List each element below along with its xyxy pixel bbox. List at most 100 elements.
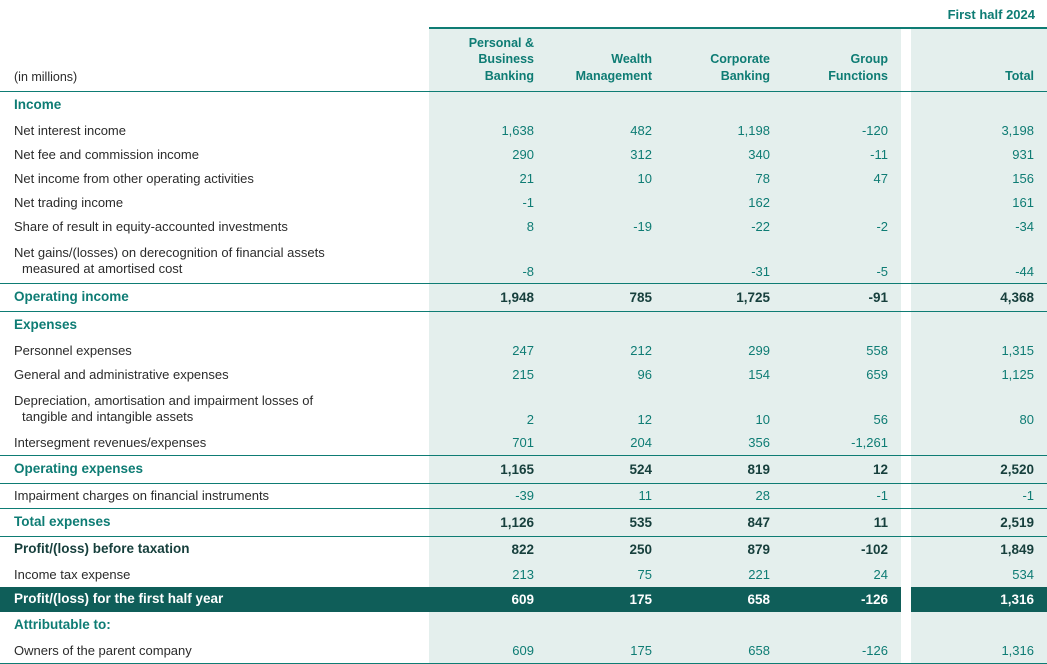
row-label: Net gains/(losses) on derecognition of f… bbox=[14, 244, 325, 276]
value-cell bbox=[783, 190, 901, 215]
value-cell: 482 bbox=[547, 118, 665, 143]
row-label: Share of result in equity-accounted inve… bbox=[14, 218, 288, 234]
table-row: Income bbox=[0, 91, 1047, 119]
value-cell: 175 bbox=[547, 586, 665, 612]
value-cell: 524 bbox=[547, 455, 665, 483]
column-gap bbox=[901, 611, 911, 639]
row-label: Net income from other operating activiti… bbox=[14, 170, 254, 186]
value-cell: 213 bbox=[429, 562, 547, 587]
value-cell: 4,368 bbox=[911, 283, 1047, 311]
value-cell: 80 bbox=[911, 386, 1047, 431]
value-cell: 822 bbox=[429, 536, 547, 563]
row-label: Net trading income bbox=[14, 194, 124, 210]
value-cell bbox=[547, 91, 665, 119]
value-cell: 10 bbox=[665, 386, 783, 431]
value-cell bbox=[665, 611, 783, 639]
value-cell: 11 bbox=[547, 483, 665, 508]
table-row: Income tax expense 213 75 221 24 534 bbox=[0, 562, 1047, 587]
value-cell: -34 bbox=[911, 214, 1047, 239]
column-gap bbox=[901, 536, 911, 563]
row-label: Profit/(loss) before taxation bbox=[14, 541, 190, 557]
value-cell: 1,948 bbox=[429, 283, 547, 311]
column-header-wealth-management: Wealth Management bbox=[547, 27, 665, 91]
value-cell: 535 bbox=[547, 508, 665, 536]
table-row: Personnel expenses 247 212 299 558 1,315 bbox=[0, 338, 1047, 363]
value-cell: 8 bbox=[429, 214, 547, 239]
table-row: Profit/(loss) before taxation 822 250 879 -1… bbox=[0, 536, 1047, 563]
value-cell: 175 bbox=[547, 638, 665, 663]
value-cell bbox=[547, 311, 665, 339]
value-cell bbox=[429, 611, 547, 639]
value-cell: 1,316 bbox=[911, 638, 1047, 663]
table-body: Income Net interest income 1,638 482 1,198 -1… bbox=[0, 91, 1047, 664]
value-cell: 819 bbox=[665, 455, 783, 483]
column-header-group-functions: Group Functions bbox=[783, 27, 901, 91]
value-cell: 785 bbox=[547, 283, 665, 311]
row-label: Owners of the parent company bbox=[14, 642, 192, 658]
table-row: Net trading income -1 162 161 bbox=[0, 190, 1047, 215]
value-cell: 204 bbox=[547, 430, 665, 455]
value-cell: 2 bbox=[429, 386, 547, 431]
value-cell bbox=[665, 91, 783, 119]
value-cell: -102 bbox=[783, 536, 901, 563]
value-cell bbox=[783, 91, 901, 119]
table-row: Operating income 1,948 785 1,725 -91 4,368 bbox=[0, 282, 1047, 312]
table-row: Owners of the parent company 609 175 658 -12… bbox=[0, 638, 1047, 664]
value-cell: 847 bbox=[665, 508, 783, 536]
value-cell: -91 bbox=[783, 283, 901, 311]
column-gap bbox=[901, 483, 911, 508]
column-header-personal-business-banking: Personal & Business Banking bbox=[429, 27, 547, 91]
value-cell: 658 bbox=[665, 586, 783, 612]
value-cell bbox=[911, 430, 1047, 455]
row-label: Depreciation, amortisation and impairmen… bbox=[14, 392, 314, 424]
value-cell: 701 bbox=[429, 430, 547, 455]
row-label: Attributable to: bbox=[14, 616, 111, 632]
row-label: Expenses bbox=[14, 316, 78, 332]
value-cell: -19 bbox=[547, 214, 665, 239]
value-cell: -1 bbox=[429, 190, 547, 215]
value-cell: 24 bbox=[783, 562, 901, 587]
column-gap bbox=[901, 91, 911, 119]
value-cell bbox=[665, 311, 783, 339]
column-gap bbox=[901, 455, 911, 483]
column-header-corporate-banking: Corporate Banking bbox=[665, 27, 783, 91]
period-label: First half 2024 bbox=[947, 7, 1035, 22]
value-cell: 290 bbox=[429, 142, 547, 167]
row-label: Profit/(loss) for the first half year bbox=[0, 586, 429, 612]
value-cell: 11 bbox=[783, 508, 901, 536]
table-header-row: (in millions) Personal & Business Bankin… bbox=[0, 27, 1047, 92]
value-cell: -1 bbox=[911, 483, 1047, 508]
value-cell: 215 bbox=[429, 362, 547, 387]
value-cell bbox=[429, 311, 547, 339]
value-cell: -2 bbox=[783, 214, 901, 239]
column-gap bbox=[901, 283, 911, 311]
value-cell: 1,198 bbox=[665, 118, 783, 143]
row-label: Operating expenses bbox=[14, 460, 144, 476]
row-label: Total expenses bbox=[14, 513, 111, 529]
value-cell: 658 bbox=[665, 638, 783, 663]
column-gap bbox=[901, 311, 911, 339]
value-cell: -11 bbox=[783, 142, 901, 167]
row-label: Net interest income bbox=[14, 122, 126, 138]
column-gap bbox=[901, 214, 911, 239]
table-row: Attributable to: bbox=[0, 611, 1047, 639]
value-cell bbox=[547, 238, 665, 283]
row-label: Intersegment revenues/expenses bbox=[14, 434, 207, 450]
value-cell: 156 bbox=[911, 166, 1047, 191]
value-cell: 1,316 bbox=[911, 586, 1047, 612]
table-row: Net interest income 1,638 482 1,198 -120 3,19… bbox=[0, 118, 1047, 143]
table-row: Share of result in equity-accounted inve… bbox=[0, 214, 1047, 239]
value-cell: -126 bbox=[783, 586, 901, 612]
value-cell bbox=[783, 311, 901, 339]
row-label: Income tax expense bbox=[14, 566, 131, 582]
value-cell: 609 bbox=[429, 638, 547, 663]
value-cell: -1,261 bbox=[783, 430, 901, 455]
column-gap bbox=[901, 238, 911, 283]
value-cell: 162 bbox=[665, 190, 783, 215]
row-label: Net fee and commission income bbox=[14, 146, 199, 162]
column-gap bbox=[901, 386, 911, 431]
value-cell: 2,519 bbox=[911, 508, 1047, 536]
value-cell: 1,165 bbox=[429, 455, 547, 483]
value-cell: -126 bbox=[783, 638, 901, 663]
